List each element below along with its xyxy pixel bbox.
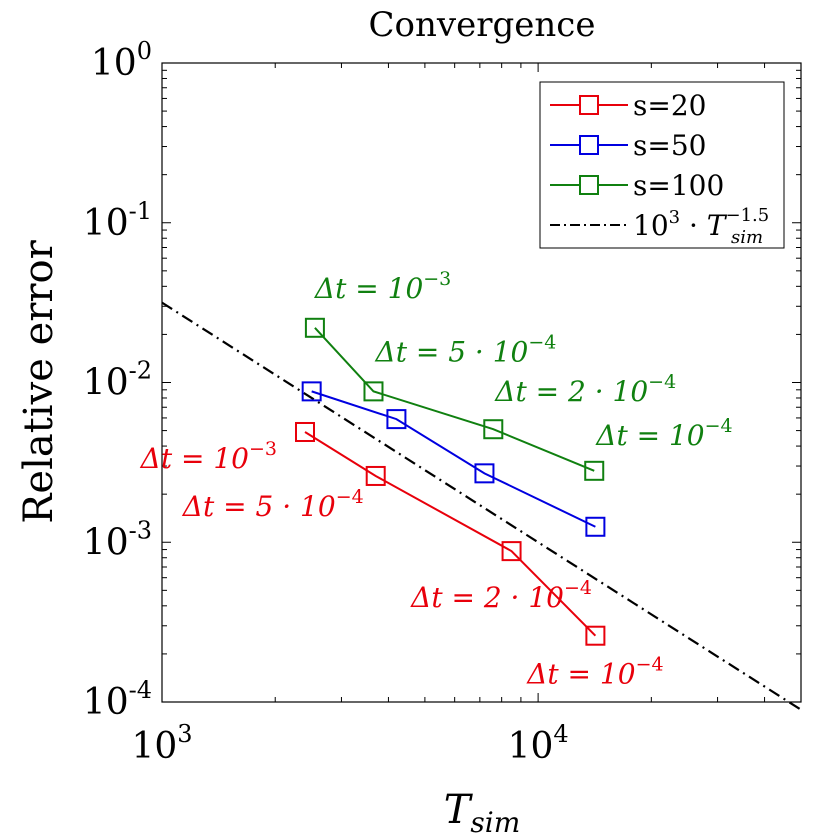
- delta-t-annotation: Δt = 10−3: [140, 438, 277, 475]
- y-tick-label: 10-1: [83, 197, 152, 244]
- legend-ref-exp: 3: [669, 207, 680, 228]
- y-tick-label: 100: [91, 37, 152, 84]
- x-axis-label: Tsim: [444, 787, 521, 838]
- data-point-marker: [365, 465, 386, 486]
- data-point-marker: [585, 516, 606, 537]
- delta-t-annotation: Δt = 10−3: [314, 268, 451, 305]
- data-point-marker: [301, 381, 322, 402]
- legend-marker: [579, 175, 599, 195]
- annotation-main: Δt = 5 · 10: [182, 490, 336, 523]
- legend-ref-sup: −1.5: [725, 205, 769, 226]
- annotation-main: Δt = 10: [526, 658, 635, 691]
- y-tick-label-exp: -3: [129, 516, 152, 544]
- annotation-main: Δt = 10: [140, 442, 249, 475]
- annotation-layer: Δt = 10−3Δt = 5 · 10−4Δt = 2 · 10−4Δt = …: [140, 268, 733, 691]
- annotation-exp: −4: [705, 415, 733, 437]
- legend-label: s=100: [633, 169, 724, 202]
- annotation-exp: −4: [564, 577, 592, 599]
- delta-t-annotation: Δt = 2 · 10−4: [494, 371, 676, 408]
- y-tick-label-base: 10: [83, 203, 129, 244]
- legend-marker: [579, 95, 599, 115]
- legend-label: 103 · T−1.5: [633, 205, 769, 242]
- annotation-main: Δt = 10: [314, 272, 423, 305]
- y-tick-label-exp: -1: [129, 197, 152, 225]
- delta-t-annotation: Δt = 5 · 10−4: [182, 486, 364, 523]
- x-tick-label: 104: [508, 720, 569, 767]
- x-tick-label-base: 10: [508, 726, 554, 767]
- x-tick-label-exp: 4: [553, 720, 568, 748]
- annotation-main: Δt = 5 · 10: [374, 335, 528, 368]
- y-tick-label: 10-4: [83, 676, 152, 723]
- delta-t-annotation: Δt = 10−4: [595, 415, 732, 452]
- data-point-marker: [483, 419, 504, 440]
- data-point-marker: [386, 409, 407, 430]
- legend-ref-T: T: [707, 209, 728, 242]
- y-tick-label-base: 10: [83, 522, 129, 563]
- y-axis-label: Relative error: [16, 239, 62, 523]
- data-point-marker: [501, 541, 522, 562]
- reference-line: [161, 301, 802, 711]
- annotation-main: Δt = 2 · 10: [494, 375, 648, 408]
- chart-title: Convergence: [369, 5, 596, 45]
- y-tick-label-exp: -2: [129, 357, 152, 385]
- x-tick-labels: 103 104: [131, 720, 568, 767]
- legend-ref-dot: ·: [680, 209, 707, 242]
- delta-t-annotation: Δt = 2 · 10−4: [410, 577, 592, 614]
- x-tick-label-exp: 3: [177, 720, 192, 748]
- reference-line-layer: [161, 301, 802, 711]
- annotation-exp: −3: [249, 438, 277, 460]
- series-line: [311, 390, 596, 528]
- series-line: [314, 327, 595, 472]
- annotation-exp: −4: [528, 331, 556, 353]
- y-tick-label-exp: 0: [137, 37, 152, 65]
- y-tick-label-base: 10: [83, 363, 129, 404]
- annotation-main: Δt = 10: [595, 419, 704, 452]
- y-tick-label: 10-2: [83, 357, 152, 404]
- y-tick-label-base: 10: [83, 682, 129, 723]
- y-tick-label-exp: -4: [129, 676, 152, 704]
- x-axis-label-sub: sim: [470, 806, 520, 838]
- data-point-marker: [584, 460, 605, 481]
- annotation-exp: −4: [336, 486, 364, 508]
- legend-label: s=50: [633, 129, 706, 162]
- legend-marker: [579, 135, 599, 155]
- y-tick-label: 10-3: [83, 516, 152, 563]
- axis-ticks: [161, 62, 802, 703]
- x-tick-label: 103: [131, 720, 192, 767]
- data-point-marker: [585, 625, 606, 646]
- y-tick-label-base: 10: [91, 43, 137, 84]
- legend-ref-base: 10: [633, 209, 669, 242]
- annotation-main: Δt = 2 · 10: [410, 581, 564, 614]
- data-point-marker: [304, 317, 325, 338]
- series-line: [304, 431, 597, 637]
- annotation-exp: −3: [423, 268, 451, 290]
- delta-t-annotation: Δt = 10−4: [526, 654, 663, 691]
- x-tick-label-base: 10: [131, 726, 177, 767]
- data-point-marker: [474, 463, 495, 484]
- legend-ref-sub: sim: [731, 227, 763, 248]
- data-point-marker: [363, 381, 384, 402]
- annotation-exp: −4: [636, 654, 664, 676]
- series-layer: [295, 317, 606, 646]
- x-axis-label-main: T: [444, 787, 474, 833]
- data-point-marker: [295, 421, 316, 442]
- annotation-exp: −4: [648, 371, 676, 393]
- delta-t-annotation: Δt = 5 · 10−4: [374, 331, 556, 368]
- legend-label: s=20: [633, 89, 706, 122]
